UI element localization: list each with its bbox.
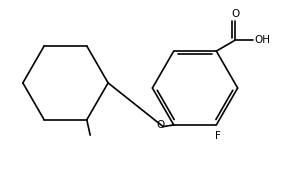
Text: O: O (157, 120, 165, 130)
Text: F: F (215, 131, 221, 141)
Text: O: O (232, 9, 240, 19)
Text: OH: OH (254, 35, 271, 45)
